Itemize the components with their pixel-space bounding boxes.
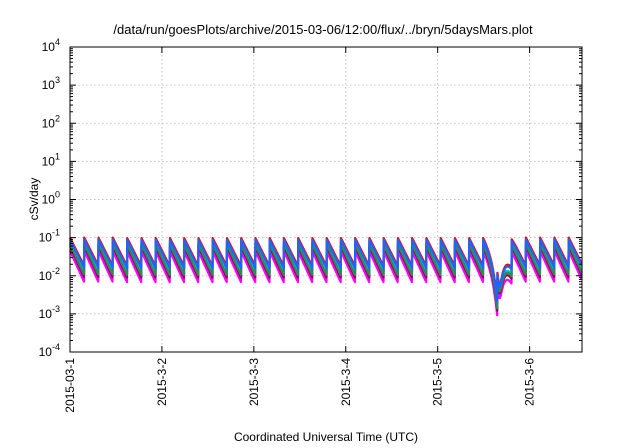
y-tick-label: 10-1 <box>39 228 60 245</box>
x-axis-label: Coordinated Universal Time (UTC) <box>234 430 418 444</box>
series-line-6 <box>69 238 583 303</box>
x-tick-label: 2015-3-4 <box>339 358 353 406</box>
y-tick-label: 101 <box>42 151 60 168</box>
y-tick-label: 104 <box>42 37 60 54</box>
grid <box>70 47 582 352</box>
y-tick-label: 102 <box>42 113 60 130</box>
ticks <box>69 46 582 353</box>
x-tick-label: 2015-3-2 <box>155 358 169 406</box>
y-tick-label: 10-4 <box>39 342 60 359</box>
y-axis-label: cSv/day <box>27 178 41 221</box>
y-tick-label: 103 <box>42 75 60 92</box>
series-layer <box>68 236 583 317</box>
y-tick-label: 10-3 <box>39 304 60 321</box>
x-tick-label: 2015-3-6 <box>523 358 537 406</box>
chart-title: /data/run/goesPlots/archive/2015-03-06/1… <box>113 22 533 37</box>
x-tick-label: 2015-03-1 <box>63 358 77 413</box>
x-tick-labels: 2015-03-1 2015-3-2 2015-3-3 2015-3-4 2015-3-… <box>63 358 537 413</box>
x-tick-label: 2015-3-3 <box>247 358 261 406</box>
y-tick-label: 10-2 <box>39 266 60 283</box>
x-tick-label: 2015-3-5 <box>431 358 445 406</box>
y-tick-label: 100 <box>42 190 60 207</box>
y-tick-labels: 10-4 10-3 10-2 10-1 100 101 102 103 104 <box>39 37 60 359</box>
